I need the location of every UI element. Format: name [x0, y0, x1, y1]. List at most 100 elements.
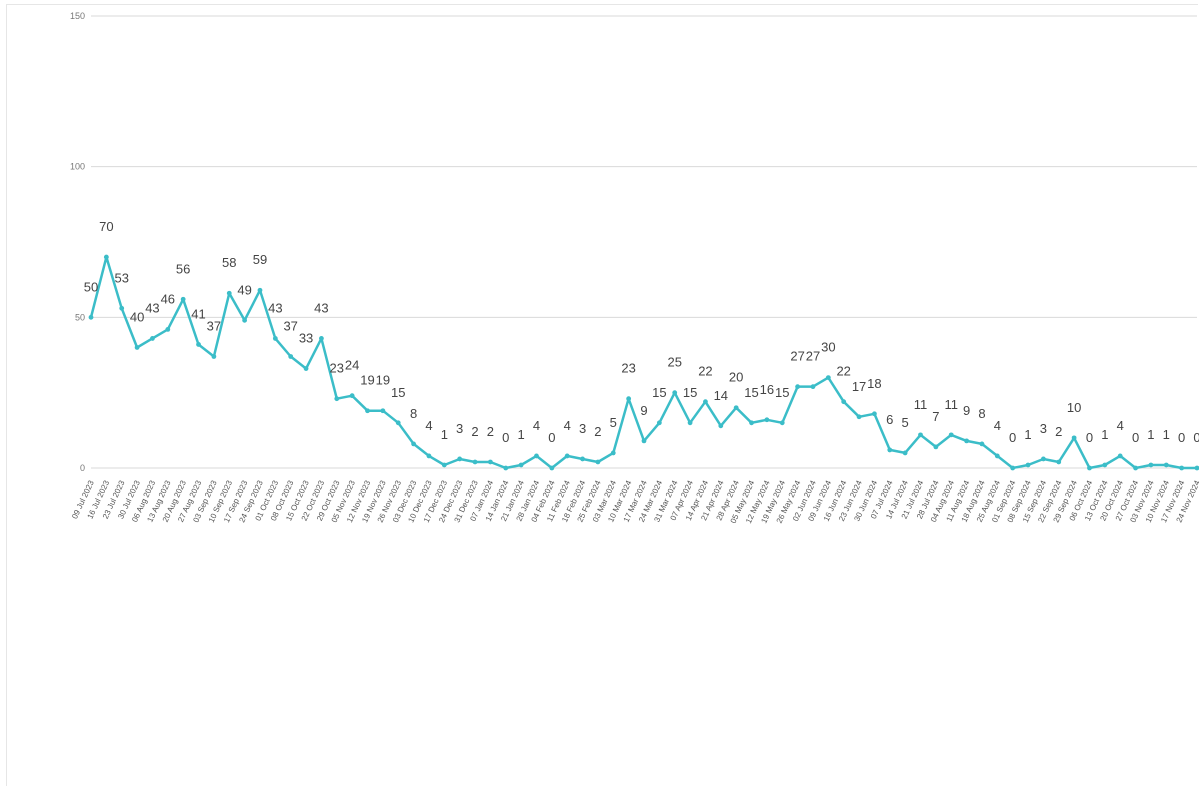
data-point [810, 384, 816, 390]
data-point [994, 453, 1000, 459]
data-label: 17 [852, 379, 866, 394]
data-point [1148, 462, 1154, 468]
data-label: 2 [471, 424, 478, 439]
data-label: 43 [268, 300, 282, 315]
data-label: 10 [1067, 400, 1081, 415]
data-label: 9 [963, 403, 970, 418]
grid-layer [91, 15, 1197, 469]
data-label: 0 [548, 430, 555, 445]
data-point [150, 336, 155, 341]
data-label: 11 [944, 397, 958, 412]
data-label: 49 [237, 282, 251, 297]
data-point [610, 450, 616, 456]
data-label: 1 [1147, 427, 1154, 442]
data-label: 16 [760, 382, 774, 397]
data-point [472, 459, 478, 465]
data-label: 7 [932, 409, 939, 424]
data-point [534, 453, 539, 459]
data-point [1194, 465, 1199, 471]
data-point [779, 420, 785, 426]
data-point [549, 465, 555, 471]
data-label: 22 [698, 364, 712, 379]
data-label: 0 [1193, 430, 1199, 445]
data-label: 4 [564, 418, 571, 433]
data-label: 1 [1101, 427, 1108, 442]
data-label: 4 [1117, 418, 1124, 433]
data-point [933, 444, 939, 450]
data-label: 37 [207, 319, 221, 334]
data-point [503, 465, 509, 471]
data-label: 15 [683, 385, 697, 400]
data-point [165, 326, 171, 332]
data-point [441, 462, 447, 468]
data-point [964, 438, 969, 444]
data-label: 1 [517, 427, 524, 442]
data-label: 3 [1040, 421, 1047, 436]
data-point [1102, 462, 1108, 468]
data-label: 41 [191, 306, 205, 321]
data-point [564, 453, 570, 459]
data-point [380, 408, 386, 414]
data-point [242, 317, 248, 323]
data-label: 20 [729, 370, 743, 385]
data-point [134, 345, 140, 350]
data-label: 4 [994, 418, 1001, 433]
data-point [1133, 465, 1138, 471]
data-point [641, 438, 647, 444]
data-label: 9 [640, 403, 647, 418]
data-point [672, 390, 678, 396]
data-point [272, 336, 278, 341]
data-label: 11 [914, 397, 928, 412]
data-point [211, 354, 217, 359]
data-label: 37 [283, 319, 297, 334]
data-label: 8 [978, 406, 985, 421]
data-point [1163, 462, 1169, 468]
y-tick-label: 150 [70, 11, 85, 21]
data-point [257, 287, 263, 293]
data-label: 0 [1178, 430, 1185, 445]
data-label: 27 [806, 349, 820, 364]
data-point [887, 447, 893, 453]
data-label: 1 [441, 427, 448, 442]
data-label: 19 [360, 373, 374, 388]
data-point [518, 462, 524, 468]
data-point [487, 459, 493, 465]
data-label: 23 [621, 361, 635, 376]
data-point [749, 420, 754, 426]
data-label: 33 [299, 331, 313, 346]
data-point [718, 423, 724, 429]
data-label: 8 [410, 406, 417, 421]
data-point [349, 393, 355, 399]
data-point [411, 441, 416, 447]
y-axis-ticks: 0 50 100 150 [70, 11, 85, 473]
data-label: 59 [253, 252, 267, 267]
data-point [365, 408, 370, 414]
data-point [303, 366, 309, 371]
chart-frame: 0 50 100 150 09 Jul 2023 16 Jul 2023 23 Jul 2… [6, 4, 1199, 786]
data-label: 15 [652, 385, 666, 400]
data-label: 15 [775, 385, 789, 400]
data-point [226, 290, 232, 296]
data-point [1071, 435, 1077, 441]
data-point [1025, 462, 1031, 468]
data-point [795, 384, 801, 390]
series-layer [88, 254, 1199, 471]
data-point [764, 417, 770, 423]
data-label: 5 [902, 415, 909, 430]
data-label: 5 [610, 415, 617, 430]
data-label: 25 [667, 355, 681, 370]
data-label: 43 [314, 300, 328, 315]
y-tick-label: 50 [75, 312, 85, 322]
data-point [1010, 465, 1016, 471]
data-point [395, 420, 401, 426]
data-point [103, 254, 109, 260]
data-point [580, 456, 585, 462]
data-point [872, 411, 877, 417]
data-point [426, 453, 432, 459]
data-point [918, 432, 923, 438]
data-point [626, 396, 632, 402]
data-point [979, 441, 985, 447]
data-label: 2 [594, 424, 601, 439]
